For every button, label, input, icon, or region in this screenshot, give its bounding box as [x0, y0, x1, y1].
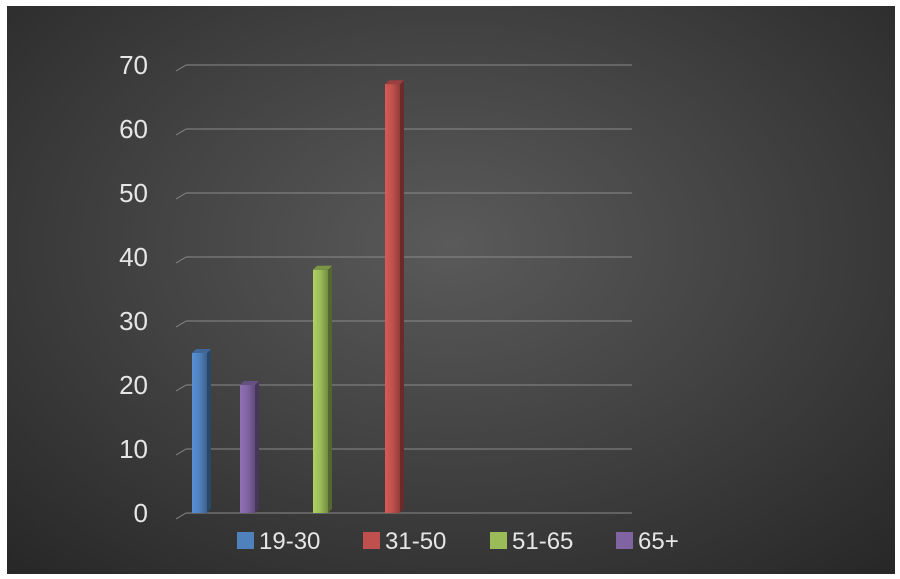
legend-label: 51-65 [512, 528, 573, 555]
y-tick-label: 60 [119, 114, 148, 144]
bar-front [313, 269, 328, 513]
gridline-depth [175, 64, 187, 72]
gridline-depth [175, 512, 187, 520]
bar-side [207, 349, 211, 513]
legend-swatch [616, 532, 633, 549]
bar-top [240, 381, 259, 385]
bar-19-30 [192, 349, 211, 513]
gridline-depth [175, 320, 187, 328]
y-tick-label: 10 [119, 434, 148, 464]
bar-31-50 [385, 80, 404, 513]
gridline-depth [175, 448, 187, 456]
legend-label: 19-30 [259, 528, 320, 555]
y-tick-label: 70 [119, 50, 148, 80]
bar-side [255, 381, 259, 513]
bar-front [240, 385, 255, 513]
legend-swatch [490, 532, 507, 549]
legend-label: 31-50 [385, 528, 446, 555]
bar-top [313, 265, 332, 270]
bar-front [192, 353, 207, 513]
gridline-depth [175, 192, 187, 200]
bar-front [385, 84, 400, 513]
legend-swatch [363, 532, 380, 549]
bar-top [385, 80, 404, 85]
gridline-depth [175, 384, 187, 392]
bar-51-65 [313, 265, 332, 513]
chart-background [7, 6, 895, 574]
gridline-depth [175, 128, 187, 136]
bar-top [192, 349, 211, 353]
y-tick-label: 0 [134, 498, 148, 528]
y-tick-label: 20 [119, 370, 148, 400]
y-tick-label: 40 [119, 242, 148, 272]
gridline-depth [175, 256, 187, 264]
y-tick-label: 30 [119, 306, 148, 336]
y-tick-label: 50 [119, 178, 148, 208]
legend-label: 65+ [638, 528, 679, 555]
bar-side [328, 265, 332, 513]
bar-side [400, 80, 404, 513]
legend-swatch [237, 532, 254, 549]
bar-65+ [240, 381, 259, 513]
